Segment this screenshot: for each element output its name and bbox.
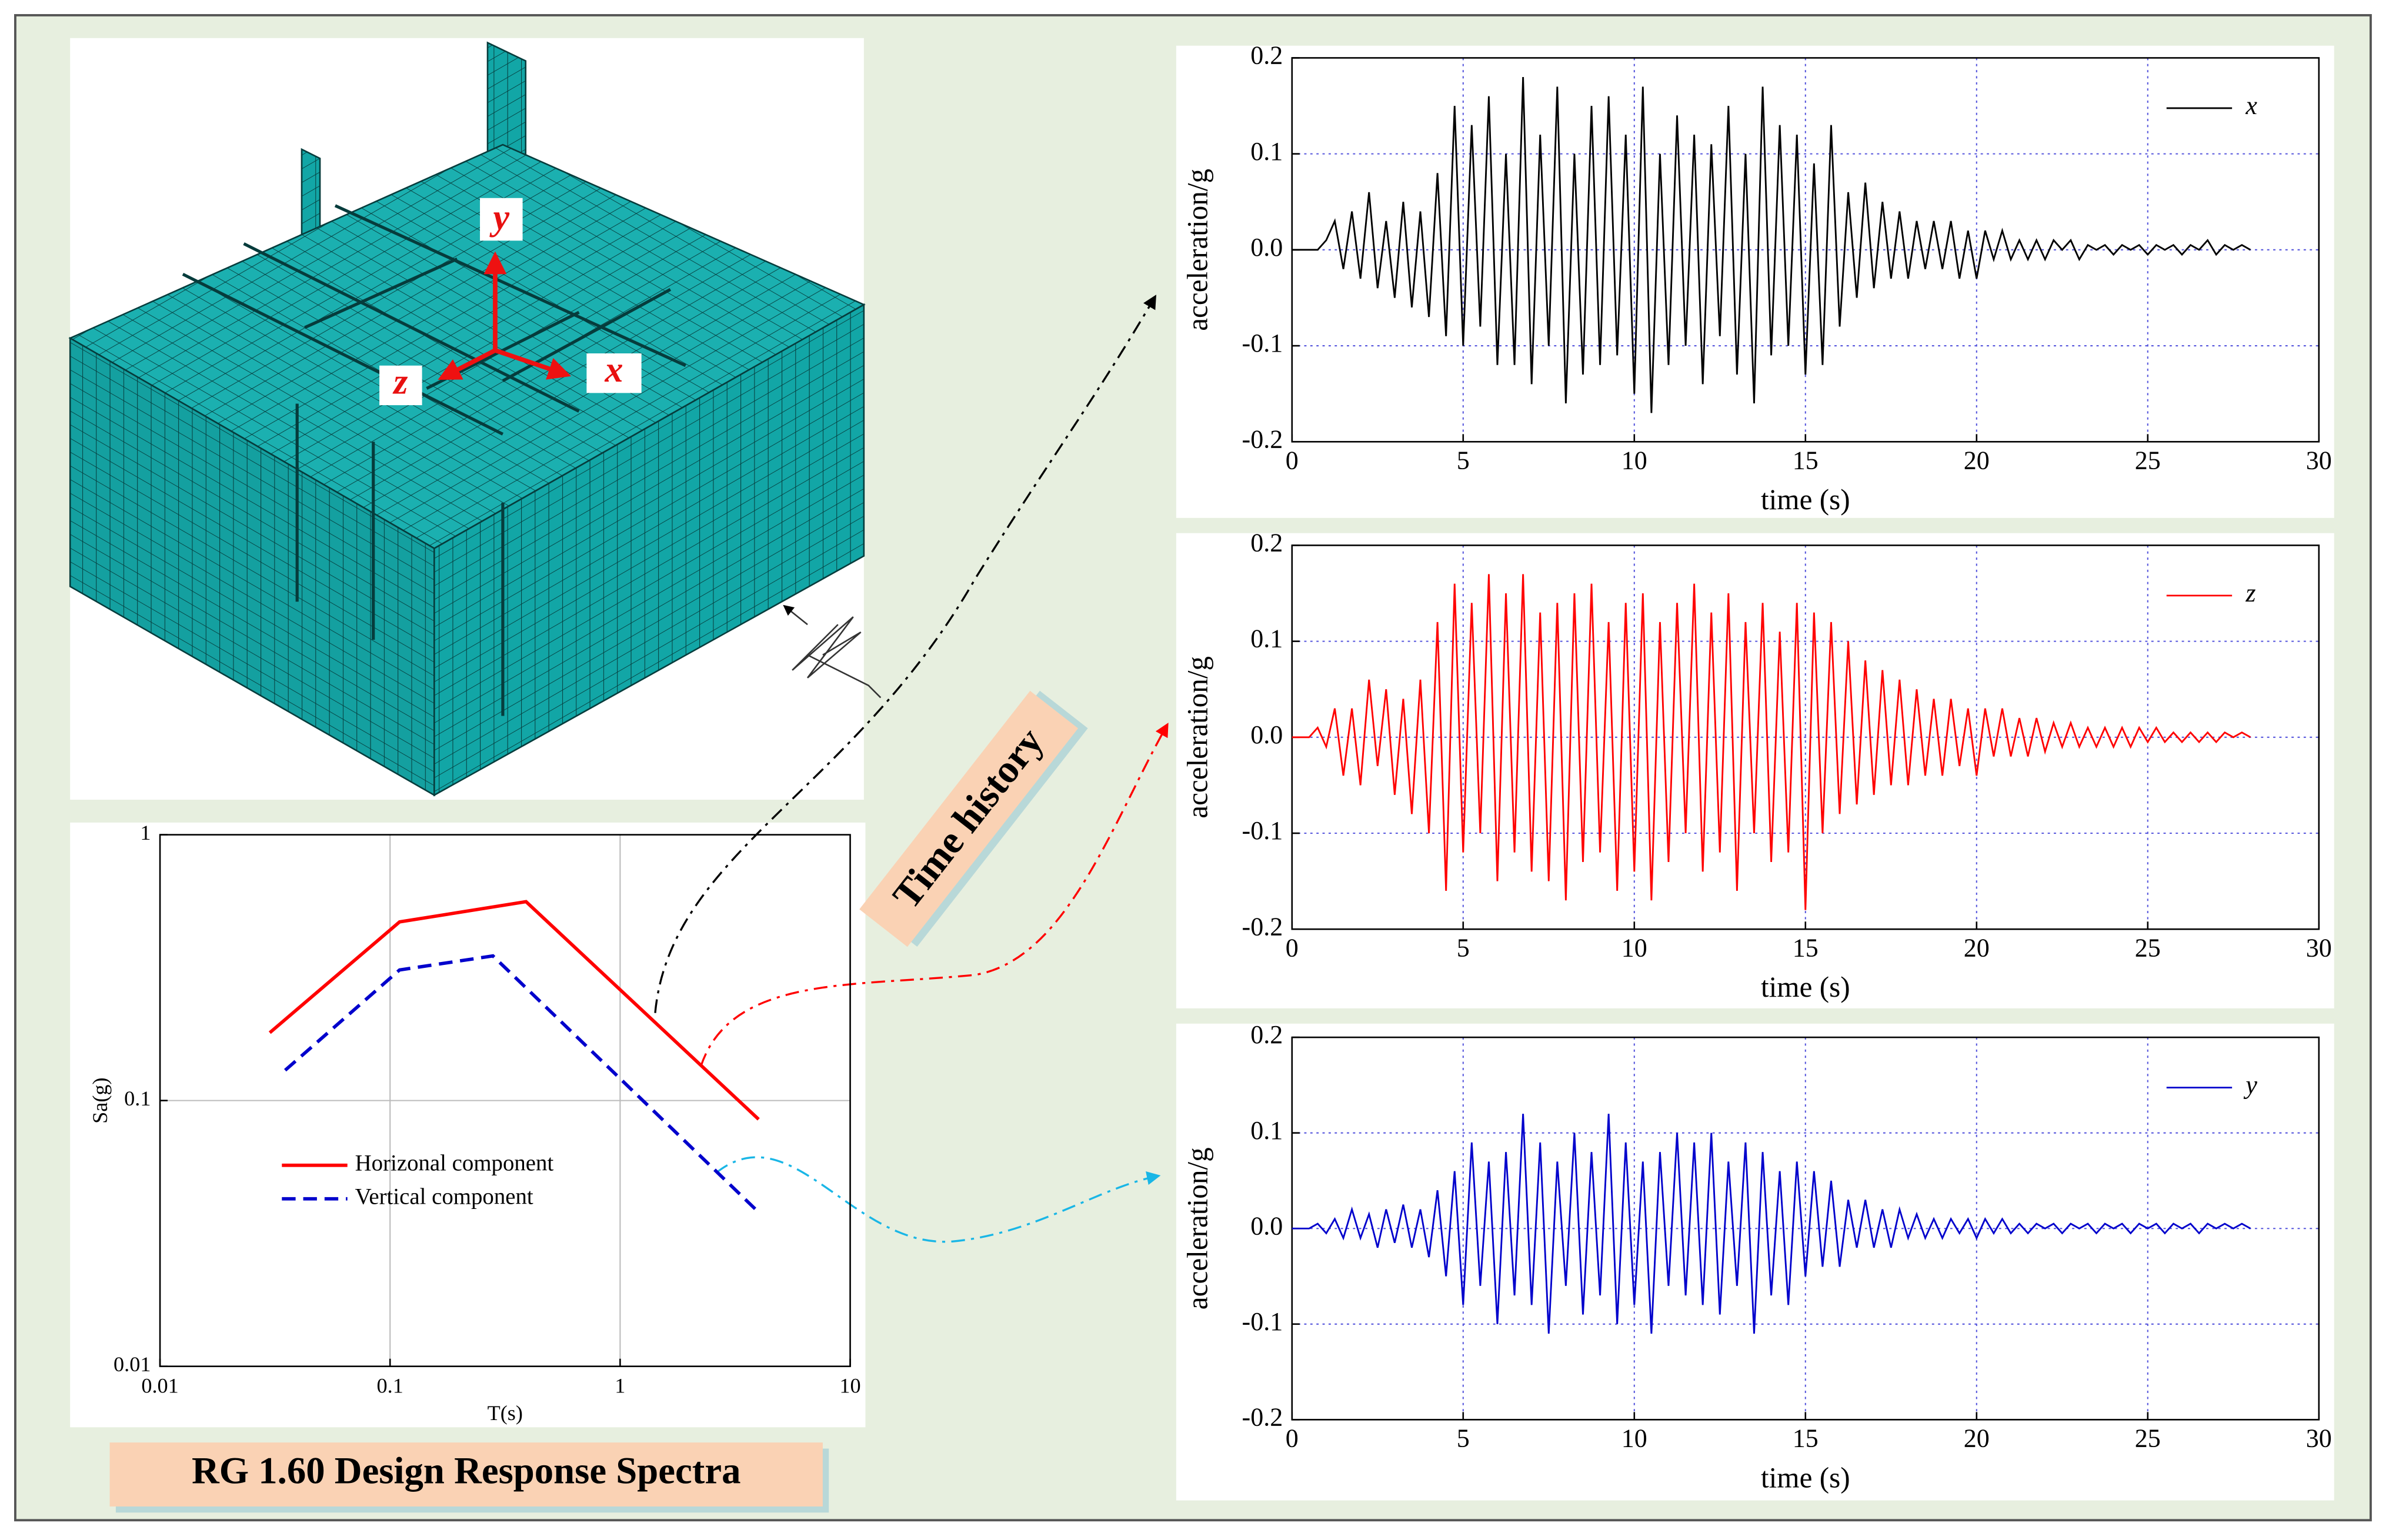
axis-label-z: z xyxy=(392,362,408,402)
data-line xyxy=(1292,1114,2251,1334)
y-axis-label: acceleration/g xyxy=(1182,169,1214,331)
y-tick-label: 1 xyxy=(140,821,151,844)
data-line xyxy=(268,900,760,1121)
x-tick-label: 0 xyxy=(1286,1424,1299,1453)
x-tick-label: 25 xyxy=(2135,446,2161,475)
x-tick-label: 0.01 xyxy=(141,1374,178,1397)
x-tick-label: 15 xyxy=(1793,1424,1819,1453)
y-tick-label: 0.2 xyxy=(1250,41,1283,70)
axis-label-x: x xyxy=(604,350,623,390)
data-line xyxy=(1292,574,2251,910)
y-axis-label: Sa(g) xyxy=(88,1077,112,1124)
x-axis-label: time (s) xyxy=(1761,1461,1850,1494)
x-tick-label: 1 xyxy=(615,1374,625,1397)
legend-label: z xyxy=(2245,579,2255,607)
x-tick-label: 30 xyxy=(2306,1424,2332,1453)
x-tick-label: 20 xyxy=(1964,1424,1990,1453)
y-tick-label: 0.1 xyxy=(1250,1116,1283,1145)
x-tick-label: 30 xyxy=(2306,446,2332,475)
x-tick-label: 20 xyxy=(1964,934,1990,963)
x-tick-label: 25 xyxy=(2135,1424,2161,1453)
y-tick-label: 0.2 xyxy=(1250,529,1283,557)
y-tick-label: 0.1 xyxy=(124,1087,151,1110)
legend-label: Horizonal component xyxy=(355,1151,554,1176)
y-tick-label: -0.1 xyxy=(1242,329,1283,358)
x-tick-label: 25 xyxy=(2135,934,2161,963)
data-line xyxy=(1292,77,2251,413)
legend-label: Vertical component xyxy=(355,1184,533,1210)
y-tick-label: -0.2 xyxy=(1242,425,1283,453)
x-tick-label: 10 xyxy=(1621,446,1647,475)
y-panel xyxy=(1176,1023,2334,1501)
legend-label: y xyxy=(2243,1071,2257,1100)
arrow-y xyxy=(715,1156,1161,1243)
x-tick-label: 10 xyxy=(1621,1424,1647,1453)
spectra-label-box xyxy=(109,1442,823,1507)
y-tick-label: 0.1 xyxy=(1250,624,1283,653)
y-axis-label: acceleration/g xyxy=(1182,1147,1214,1309)
x-tick-label: 20 xyxy=(1964,446,1990,475)
data-line xyxy=(283,954,760,1214)
y-tick-label: 0.1 xyxy=(1250,137,1283,166)
plot-frame xyxy=(159,834,851,1367)
x-axis-label: time (s) xyxy=(1761,971,1850,1003)
spectra-label: RG 1.60 Design Response Spectra xyxy=(192,1449,740,1492)
spectra-panel xyxy=(70,822,866,1428)
y-tick-label: 0.0 xyxy=(1250,233,1283,262)
x-axis-label: T(s) xyxy=(488,1401,523,1425)
x-tick-label: 10 xyxy=(839,1374,860,1397)
x-tick-label: 10 xyxy=(1621,934,1647,963)
y-tick-label: 0.2 xyxy=(1250,1020,1283,1049)
x-tick-label: 15 xyxy=(1793,446,1819,475)
x-tick-label: 0 xyxy=(1286,934,1299,963)
y-tick-label: -0.1 xyxy=(1242,816,1283,845)
y-tick-label: -0.2 xyxy=(1242,912,1283,941)
y-tick-label: -0.2 xyxy=(1242,1402,1283,1431)
y-tick-label: 0.0 xyxy=(1250,1211,1283,1240)
arrow-x xyxy=(654,295,1157,1013)
x-panel xyxy=(1176,45,2334,518)
x-tick-label: 0.1 xyxy=(377,1374,403,1397)
x-tick-label: 30 xyxy=(2306,934,2332,963)
x-tick-label: 5 xyxy=(1457,1424,1470,1453)
x-tick-label: 15 xyxy=(1793,934,1819,963)
mesh-model xyxy=(68,41,866,797)
y-axis-label: acceleration/g xyxy=(1182,656,1214,819)
x-tick-label: 0 xyxy=(1286,446,1299,475)
x-tick-label: 5 xyxy=(1457,934,1470,963)
seismic-wave-icon xyxy=(785,606,882,699)
y-tick-label: 0.01 xyxy=(114,1352,151,1376)
x-tick-label: 5 xyxy=(1457,446,1470,475)
x-axis-label: time (s) xyxy=(1761,483,1850,516)
mesh-axes: y z x xyxy=(379,198,642,406)
y-tick-label: -0.1 xyxy=(1242,1307,1283,1336)
y-tick-label: 0.0 xyxy=(1250,720,1283,749)
legend-label: x xyxy=(2245,91,2257,120)
